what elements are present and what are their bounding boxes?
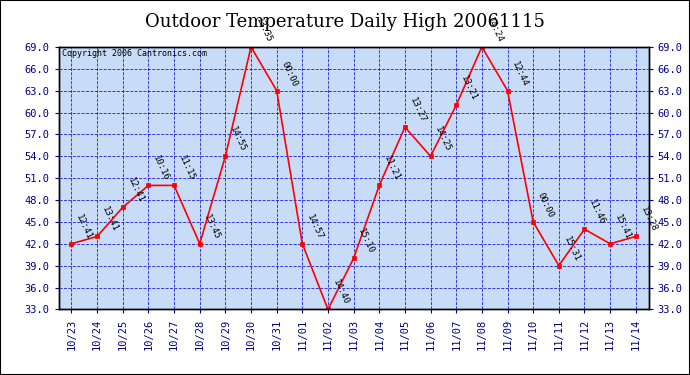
Text: 00:00: 00:00: [279, 60, 299, 88]
Text: 13:41: 13:41: [100, 206, 119, 234]
Text: 00:00: 00:00: [536, 191, 555, 219]
Text: Outdoor Temperature Daily High 20061115: Outdoor Temperature Daily High 20061115: [145, 13, 545, 31]
Text: 15:31: 15:31: [562, 235, 581, 263]
Text: 15:41: 15:41: [613, 213, 633, 241]
Text: 13:35: 13:35: [254, 16, 273, 44]
Text: 11:46: 11:46: [587, 198, 607, 226]
Text: 13:21: 13:21: [459, 74, 479, 102]
Text: 13:28: 13:28: [638, 206, 658, 234]
Text: 12:41: 12:41: [75, 213, 94, 241]
Text: 14:24: 14:24: [484, 16, 504, 44]
Text: 14:25: 14:25: [433, 125, 453, 153]
Text: 12:44: 12:44: [511, 60, 530, 88]
Text: 11:15: 11:15: [177, 154, 197, 183]
Text: 14:55: 14:55: [228, 125, 248, 153]
Text: 13:27: 13:27: [408, 96, 427, 124]
Text: 10:16: 10:16: [151, 154, 170, 183]
Text: 14:57: 14:57: [305, 213, 324, 241]
Text: 14:40: 14:40: [331, 278, 351, 307]
Text: Copyright 2006 Cantronics.com: Copyright 2006 Cantronics.com: [61, 50, 206, 58]
Text: 12:41: 12:41: [126, 176, 145, 204]
Text: 15:10: 15:10: [357, 227, 376, 255]
Text: 11:21: 11:21: [382, 154, 402, 183]
Text: 13:45: 13:45: [202, 213, 222, 241]
